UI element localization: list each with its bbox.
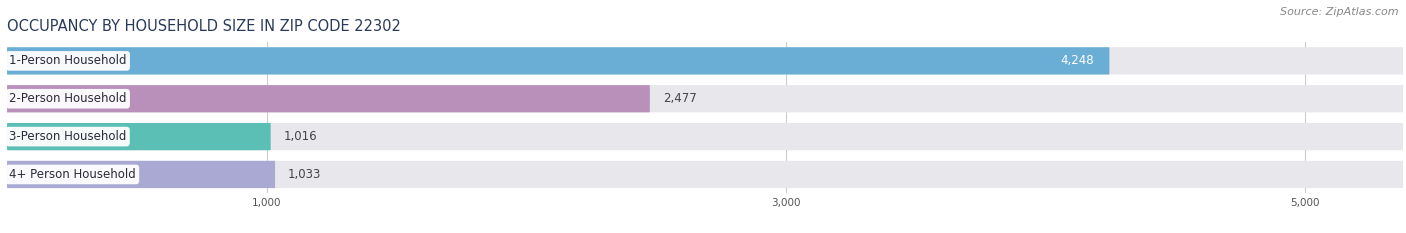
FancyBboxPatch shape xyxy=(7,47,1403,75)
FancyBboxPatch shape xyxy=(7,85,650,112)
FancyBboxPatch shape xyxy=(7,85,1403,112)
Text: 1,016: 1,016 xyxy=(284,130,318,143)
FancyBboxPatch shape xyxy=(7,161,276,188)
Text: OCCUPANCY BY HOUSEHOLD SIZE IN ZIP CODE 22302: OCCUPANCY BY HOUSEHOLD SIZE IN ZIP CODE … xyxy=(7,19,401,34)
Text: 1-Person Household: 1-Person Household xyxy=(8,54,127,67)
FancyBboxPatch shape xyxy=(7,123,1403,150)
Text: Source: ZipAtlas.com: Source: ZipAtlas.com xyxy=(1281,7,1399,17)
Text: 2,477: 2,477 xyxy=(662,92,696,105)
Text: 4,248: 4,248 xyxy=(1060,54,1094,67)
Text: 4+ Person Household: 4+ Person Household xyxy=(8,168,136,181)
FancyBboxPatch shape xyxy=(7,47,1109,75)
Text: 1,033: 1,033 xyxy=(288,168,322,181)
FancyBboxPatch shape xyxy=(7,123,271,150)
Text: 2-Person Household: 2-Person Household xyxy=(8,92,127,105)
Text: 3-Person Household: 3-Person Household xyxy=(8,130,127,143)
FancyBboxPatch shape xyxy=(7,161,1403,188)
